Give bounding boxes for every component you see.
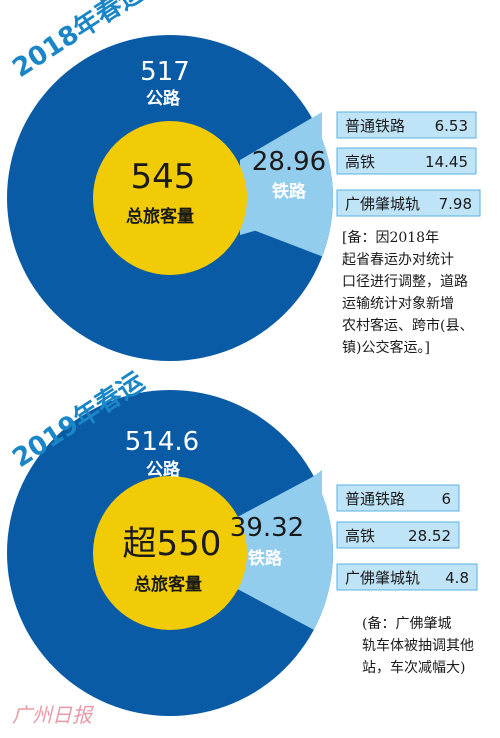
rail-breakdown-value: 14.45	[425, 153, 468, 171]
total-circle	[93, 121, 247, 275]
note-line: 口径进行调整，道路	[342, 274, 468, 290]
total-value: 超550	[123, 524, 222, 564]
rail-breakdown-box	[336, 521, 460, 549]
rail-breakdown-value: 28.52	[408, 527, 451, 545]
watermark-logo: 广州日报	[12, 703, 94, 727]
rail-breakdown-value: 4.8	[445, 569, 469, 587]
rail-breakdown-value: 7.98	[439, 195, 472, 213]
rail-breakdown-value: 6.53	[435, 117, 468, 135]
rail-breakdown-item: 普通铁路 6.53	[336, 111, 477, 139]
rail-breakdown-name: 普通铁路	[345, 490, 405, 508]
note-line: 轨车体被抽调其他	[362, 637, 474, 654]
rail-breakdown-box	[336, 563, 478, 591]
rail-breakdown-name: 高铁	[345, 153, 375, 171]
total-label: 总旅客量	[126, 206, 194, 227]
rail-name-label: 铁路	[272, 181, 307, 202]
rail-breakdown-item: 高铁 28.52	[336, 521, 460, 549]
note-line: 站，车次减幅大)	[362, 659, 465, 676]
road-value-label: 517	[140, 57, 190, 87]
rail-callout-fan	[240, 112, 322, 235]
note-line: (备：广佛肇城	[362, 615, 451, 632]
note-line: 起省春运办对统计	[342, 252, 454, 268]
rail-breakdown-item: 普通铁路 6	[336, 484, 460, 512]
total-circle	[93, 476, 247, 630]
road-name-label: 公路	[146, 88, 181, 109]
rail-breakdown-name: 广佛肇城轨	[345, 195, 420, 213]
note-text: [备：因2018年起省春运办对统计口径进行调整，道路运输统计对象新增农村客运、跨…	[342, 229, 473, 356]
rail-breakdown-box	[336, 189, 481, 217]
rail-value-label: 39.32	[230, 513, 304, 543]
rail-breakdown-item: 高铁 14.45	[336, 147, 477, 175]
road-value-label: 514.6	[125, 427, 199, 457]
rail-breakdown-item: 广佛肇城轨 7.98	[336, 189, 481, 217]
road-name-label: 公路	[146, 459, 181, 480]
rail-breakdown-name: 普通铁路	[345, 117, 405, 135]
total-label: 总旅客量	[134, 574, 202, 595]
rail-breakdown-value: 6	[441, 490, 451, 508]
rail-breakdown-box	[336, 111, 477, 139]
rail-name-label: 铁路	[248, 548, 283, 569]
note-line: 运输统计对象新增	[342, 296, 454, 312]
note-line: 镇)公交客运。]	[342, 339, 430, 356]
rail-breakdown-box	[336, 147, 477, 175]
note-line: [备：因2018年	[342, 229, 439, 246]
rail-breakdown-name: 广佛肇城轨	[345, 569, 420, 587]
rail-callout-fan	[235, 470, 322, 590]
rail-value-label: 28.96	[252, 147, 326, 177]
note-line: 农村客运、跨市(县、	[342, 317, 473, 334]
rail-breakdown-item: 广佛肇城轨 4.8	[336, 563, 478, 591]
total-value: 545	[131, 157, 196, 197]
rail-breakdown-box	[336, 484, 460, 512]
rail-breakdown-name: 高铁	[345, 527, 375, 545]
